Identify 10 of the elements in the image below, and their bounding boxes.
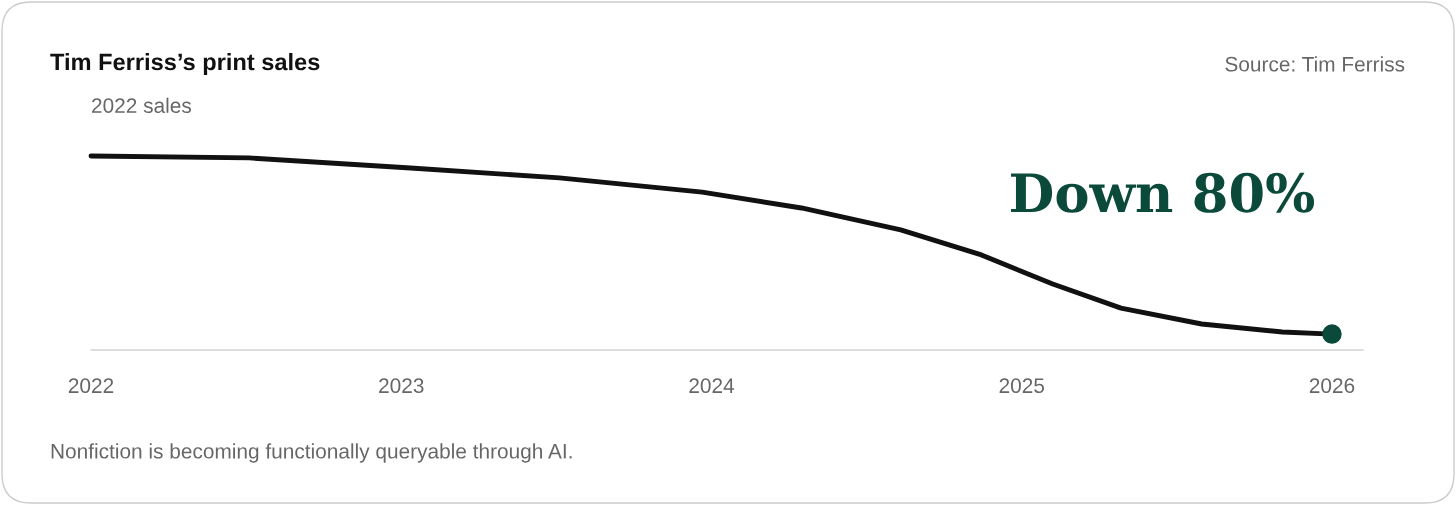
x-tick-label: 2024 — [689, 378, 735, 394]
chart-title: Tim Ferriss’s print sales — [50, 53, 320, 75]
x-tick-label: 2022 — [68, 378, 114, 394]
text: Nonfiction is becoming functionally queryable through AI. — [51, 443, 572, 463]
annotation: Down 80% — [1011, 172, 1315, 213]
source-note: Source: Tim Ferriss — [1225, 56, 1405, 72]
annotation: 2022 sales — [92, 97, 192, 113]
x-tick-label: 2023 — [379, 378, 424, 394]
x-tick-label: 2025 — [999, 378, 1045, 394]
x-tick-label: 2026 — [1309, 378, 1355, 394]
